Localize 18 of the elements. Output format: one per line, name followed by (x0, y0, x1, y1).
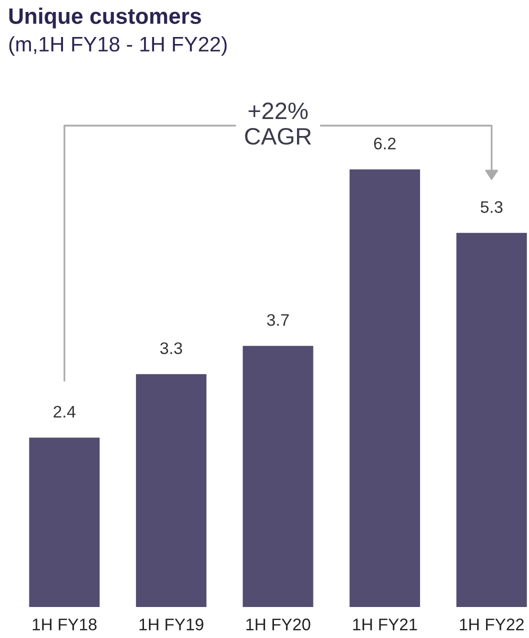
bar (29, 438, 100, 607)
bar (242, 346, 314, 607)
data-label: 3.7 (267, 314, 289, 326)
bar (350, 169, 420, 607)
chart-title: Unique customers (9, 8, 201, 28)
chart-subtitle: (m,1H FY18 - 1H FY22) (9, 36, 227, 56)
bar (456, 232, 527, 607)
data-label: 2.4 (54, 406, 76, 418)
bar (136, 374, 206, 607)
x-tick-label: 1H FY20 (246, 618, 310, 630)
text: +22% CAGR (245, 102, 312, 145)
x-tick-label: 1H FY21 (353, 618, 417, 630)
x-tick-label: 1H FY19 (140, 618, 204, 630)
x-tick-label: 1H FY18 (32, 618, 97, 630)
x-tick-label: 1H FY22 (460, 618, 524, 630)
data-label: 3.3 (160, 342, 182, 354)
data-label: 5.3 (480, 201, 502, 213)
data-label: 6.2 (374, 138, 396, 150)
